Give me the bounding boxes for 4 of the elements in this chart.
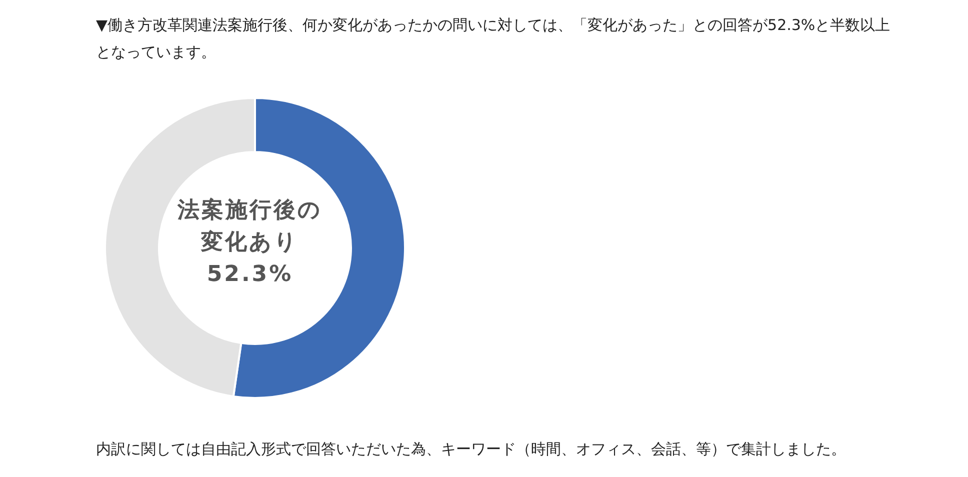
slice-label: 法案施行後の変化あり <box>176 197 322 256</box>
data-label: 52.3% <box>206 262 294 288</box>
text: 内訳に関しては自由記入形式で回答いただいた為、キーワード（時間、オフィス、会話、等）で集計しました。 <box>96 440 847 459</box>
text: ▼働き方改革関連法案施行後、何か変化があったかの問いに対しては、「変化があった」との回答が52.3%と半数以上となっています。 <box>96 15 892 63</box>
